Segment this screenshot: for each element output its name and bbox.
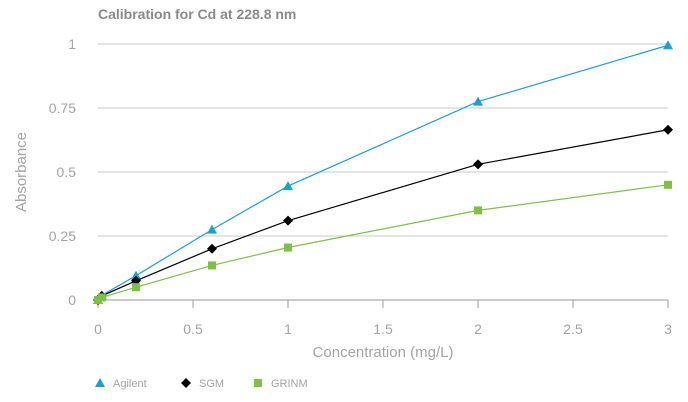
y-tick-label: 0.25 (49, 228, 76, 244)
x-tick-label: 2.5 (563, 321, 583, 337)
legend-marker-agilent (95, 378, 105, 387)
series-layer (93, 40, 673, 305)
x-tick-label: 3 (664, 321, 672, 337)
data-point-agilent (283, 181, 293, 191)
x-tick-label: 0.5 (183, 321, 203, 337)
data-point-sgm (663, 124, 673, 135)
y-axis-title: Absorbance (13, 132, 30, 212)
legend-item-sgm: SGM (181, 378, 224, 390)
x-tick-label: 1.5 (373, 321, 393, 337)
series-sgm (93, 124, 673, 305)
legend-label-sgm: SGM (199, 378, 224, 390)
y-tick-label: 0.5 (57, 164, 77, 180)
series-grinm (94, 180, 672, 304)
data-point-sgm (207, 243, 217, 254)
series-line-sgm (97, 129, 669, 301)
x-axis-title: Concentration (mg/L) (313, 344, 454, 361)
legend-label-agilent: Agilent (113, 378, 147, 390)
y-tick-label: 0 (68, 292, 76, 308)
x-axis-ticks: 0 0.5 1 1.5 2 2.5 3 (94, 321, 672, 337)
data-point-grinm (208, 261, 216, 270)
data-point-grinm (474, 206, 482, 215)
legend-marker-grinm (254, 379, 262, 387)
data-point-agilent (663, 40, 673, 50)
y-tick-label: 0.75 (49, 100, 76, 116)
data-point-agilent (473, 96, 483, 106)
data-point-agilent (131, 270, 141, 280)
data-point-grinm (97, 293, 106, 302)
series-line-grinm (97, 184, 669, 301)
x-tick-label: 1 (284, 321, 292, 337)
data-point-sgm (473, 159, 483, 170)
x-tick-label: 0 (94, 321, 102, 337)
data-point-grinm (284, 243, 292, 252)
data-point-grinm (664, 180, 672, 189)
y-axis-ticks: 0 0.25 0.5 0.75 1 (49, 36, 76, 308)
data-point-sgm (283, 215, 293, 226)
legend-item-agilent: Agilent (95, 378, 147, 390)
legend-label-grinm: GRINM (271, 378, 308, 390)
chart-title: Calibration for Cd at 228.8 nm (98, 6, 296, 22)
legend: Agilent SGM GRINM (95, 378, 308, 390)
x-tick-label: 2 (474, 321, 482, 337)
legend-item-grinm: GRINM (254, 378, 308, 390)
legend-marker-sgm (181, 378, 191, 388)
y-tick-label: 1 (68, 36, 76, 52)
series-line-agilent (97, 44, 669, 301)
data-point-grinm (132, 283, 140, 292)
data-point-agilent (207, 224, 217, 234)
grid-layer (97, 43, 669, 308)
